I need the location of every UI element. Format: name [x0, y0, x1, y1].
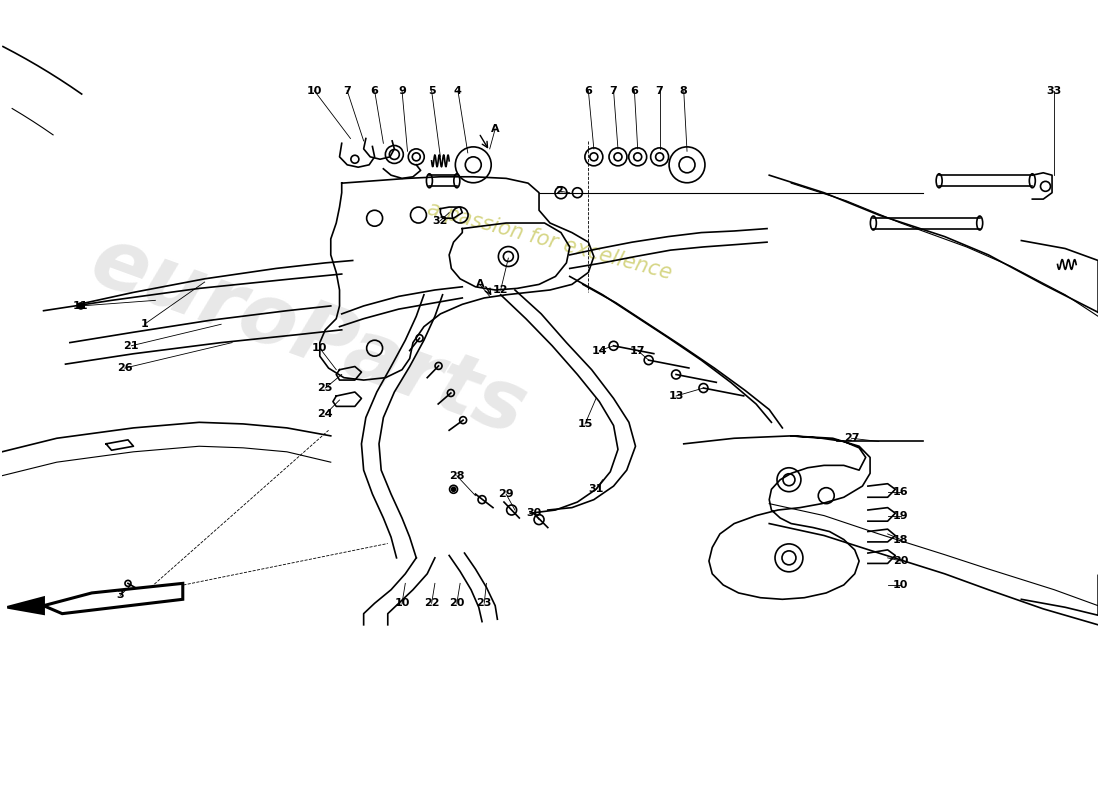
- Text: 29: 29: [498, 489, 514, 499]
- Text: 7: 7: [343, 86, 351, 96]
- Text: 15: 15: [578, 419, 593, 429]
- Text: 16: 16: [893, 486, 909, 497]
- Text: 32: 32: [432, 216, 448, 226]
- Polygon shape: [8, 598, 44, 614]
- Text: 7: 7: [609, 86, 617, 96]
- Text: 31: 31: [588, 484, 604, 494]
- Text: 22: 22: [424, 598, 439, 608]
- Text: a passion for excellence: a passion for excellence: [426, 198, 674, 283]
- Text: euroParts: euroParts: [80, 220, 538, 453]
- Text: 6: 6: [584, 86, 592, 96]
- Text: 14: 14: [592, 346, 607, 355]
- Text: 18: 18: [893, 534, 909, 545]
- Text: 10: 10: [307, 86, 322, 96]
- Text: 21: 21: [123, 341, 139, 350]
- Text: A: A: [475, 279, 484, 290]
- Text: 3: 3: [117, 590, 124, 600]
- Text: 24: 24: [318, 410, 333, 419]
- Text: 30: 30: [526, 508, 541, 518]
- Text: 10: 10: [394, 598, 409, 608]
- Text: 5: 5: [428, 86, 436, 96]
- Text: 28: 28: [449, 470, 464, 481]
- Text: 13: 13: [669, 391, 684, 401]
- Text: 26: 26: [117, 363, 132, 373]
- Text: 25: 25: [318, 383, 333, 393]
- Text: 2: 2: [554, 186, 562, 196]
- Text: 6: 6: [371, 86, 378, 96]
- Text: 27: 27: [844, 434, 859, 443]
- Text: 20: 20: [449, 598, 464, 608]
- Text: 10: 10: [312, 343, 328, 353]
- Text: 33: 33: [1046, 86, 1062, 96]
- Text: 6: 6: [630, 86, 638, 96]
- Text: 19: 19: [893, 510, 909, 521]
- Text: 11: 11: [73, 301, 89, 311]
- Text: 12: 12: [493, 285, 508, 295]
- Text: A: A: [491, 124, 499, 134]
- Circle shape: [78, 303, 84, 309]
- Text: 10: 10: [893, 580, 909, 590]
- Text: 20: 20: [893, 556, 909, 566]
- Text: 23: 23: [476, 598, 492, 608]
- Text: 9: 9: [398, 86, 406, 96]
- Text: 4: 4: [454, 86, 462, 96]
- Polygon shape: [44, 583, 183, 614]
- Circle shape: [451, 487, 455, 491]
- Text: 1: 1: [141, 319, 149, 330]
- Text: 17: 17: [630, 346, 646, 355]
- Text: 7: 7: [656, 86, 663, 96]
- Text: 8: 8: [680, 86, 688, 96]
